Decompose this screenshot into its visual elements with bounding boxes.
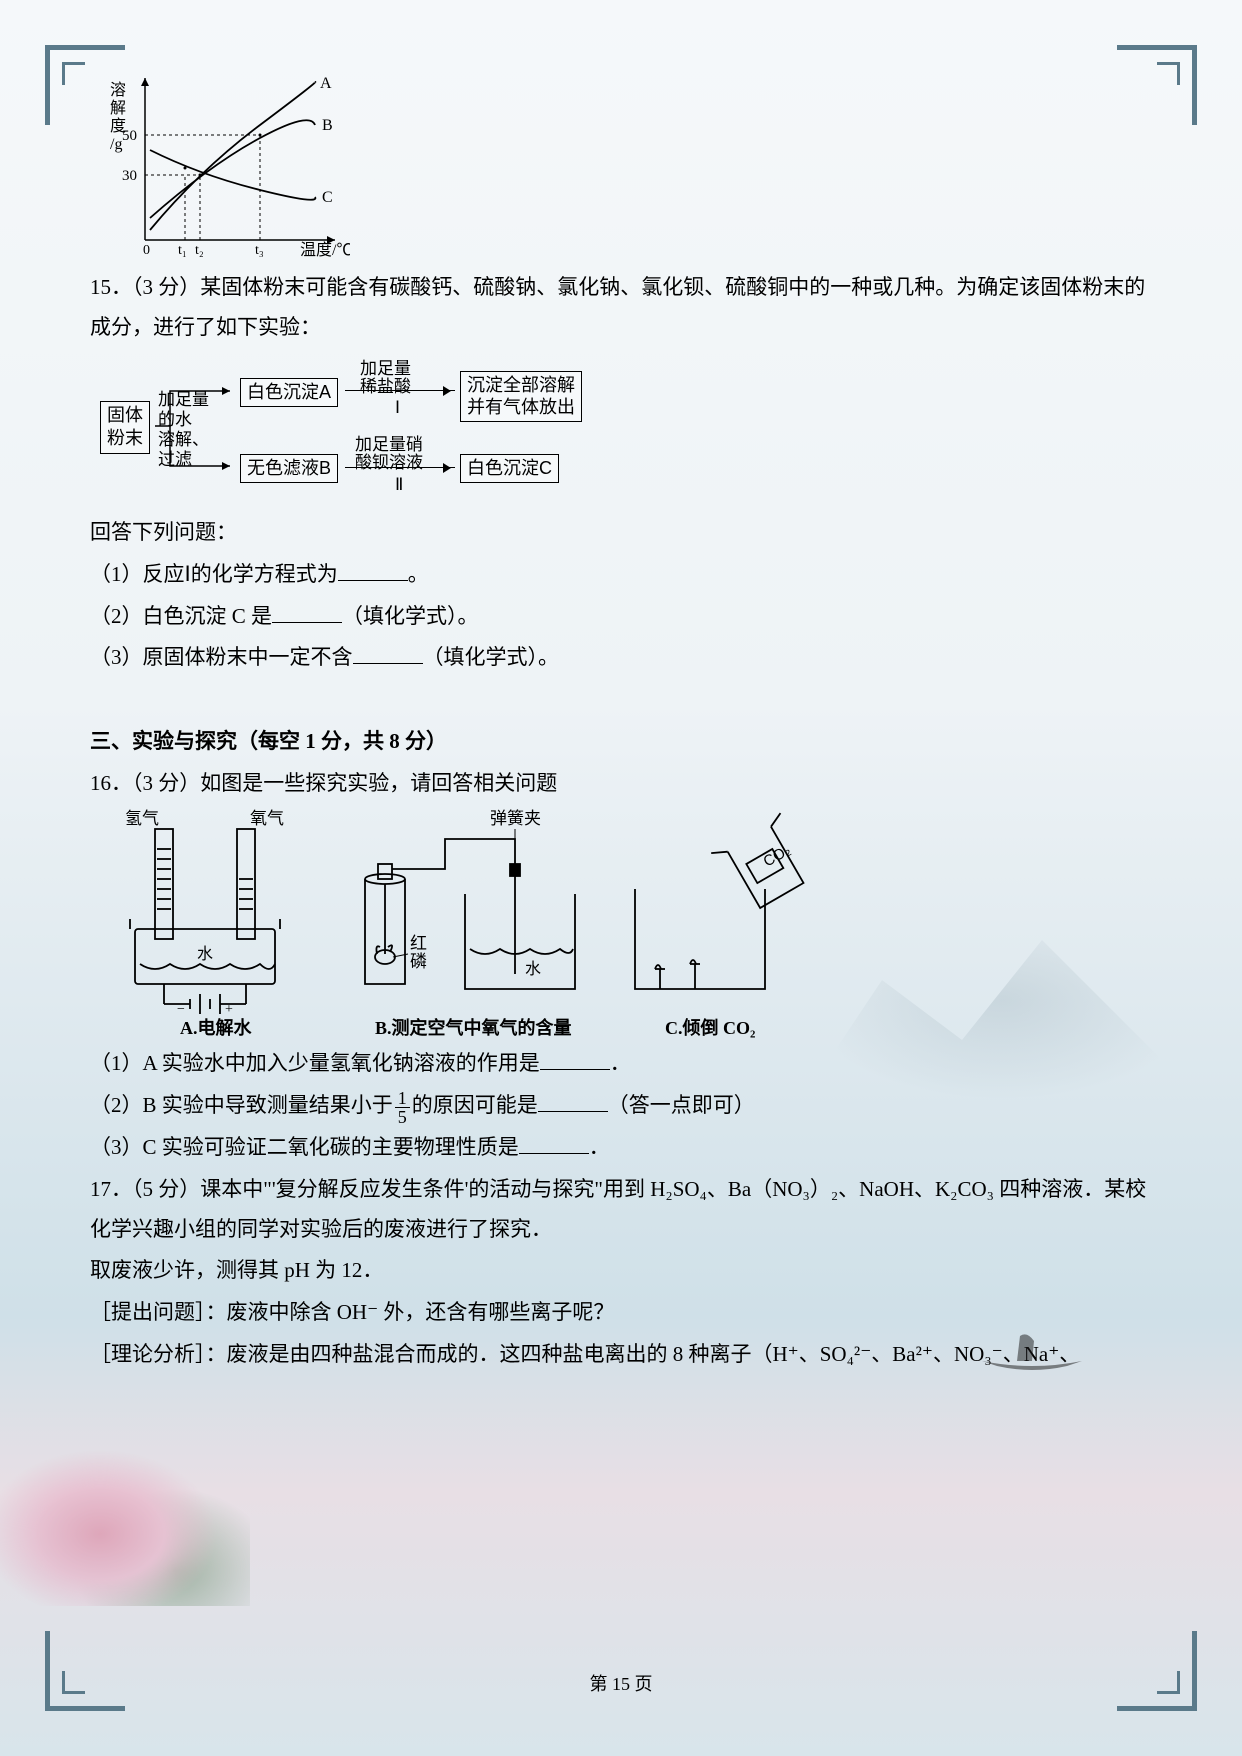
- blank: [519, 1133, 589, 1154]
- flow-result-a-bot: 并有气体放出: [467, 397, 575, 417]
- svg-text:−: −: [177, 1002, 185, 1017]
- svg-text:t₂: t₂: [195, 243, 204, 258]
- solubility-chart: 溶 解 度 /g 温度/℃ 50 30 0 t₁ t₂ t₃ A B C: [100, 70, 350, 260]
- flow-a-bot: 稀盐酸: [360, 371, 411, 403]
- q16-sub1-end: ．: [610, 1051, 631, 1075]
- svg-text:A: A: [320, 75, 332, 92]
- flow-start-bot: 粉末: [107, 428, 143, 448]
- blank: [540, 1049, 610, 1070]
- svg-text:氢气: 氢气: [125, 809, 159, 828]
- section3-title: 三、实验与探究（每空 1 分，共 8 分）: [90, 722, 1152, 762]
- flow-result-b: 白色沉淀C: [460, 454, 559, 483]
- q16-sub3-end: ．: [589, 1135, 610, 1159]
- svg-text:50: 50: [122, 128, 137, 144]
- svg-text:温度/℃: 温度/℃: [300, 241, 350, 259]
- svg-text:氧气: 氧气: [250, 809, 284, 828]
- bg-lotus-deco: [0, 1426, 250, 1606]
- q16-sub3: （3）C 实验可验证二氧化碳的主要物理性质是 ．: [90, 1128, 1152, 1168]
- svg-text:CO₂: CO₂: [761, 842, 794, 871]
- q15-sub3: （3）原固体粉末中一定不含 （填化学式）。: [90, 638, 1152, 678]
- svg-text:t₁: t₁: [178, 243, 187, 258]
- svg-text:水: 水: [525, 960, 541, 978]
- flow-result-a-top: 沉淀全部溶解: [467, 375, 575, 395]
- svg-text:溶: 溶: [110, 81, 126, 99]
- frac-num: 1: [395, 1089, 410, 1108]
- q15-sub2-end: （填化学式）。: [342, 604, 479, 628]
- flow-b-bot: 酸钡溶液: [355, 447, 423, 479]
- svg-text:/g: /g: [110, 136, 122, 153]
- q17-stem: 17．（5 分）课本中"'复分解反应发生条件'的活动与探究"用到 H₂SO₄、B…: [90, 1170, 1152, 1250]
- corner-ornament-tr: [1117, 45, 1197, 125]
- q15-sub3-text: （3）原固体粉末中一定不含: [90, 645, 353, 669]
- svg-text:C.倾倒 CO₂: C.倾倒 CO₂: [665, 1018, 755, 1038]
- svg-text:红: 红: [410, 934, 427, 953]
- svg-text:解: 解: [110, 99, 126, 117]
- bg-boat-deco: [972, 1316, 1092, 1376]
- q15-sub1: （1）反应Ⅰ的化学方程式为 。: [90, 555, 1152, 595]
- q16-sub1-text: （1）A 实验水中加入少量氢氧化钠溶液的作用是: [90, 1051, 540, 1075]
- svg-text:t₃: t₃: [255, 243, 264, 258]
- q15-answer-head: 回答下列问题：: [90, 513, 1152, 553]
- svg-text:水: 水: [197, 945, 213, 963]
- svg-text:30: 30: [122, 168, 137, 184]
- svg-text:B.测定空气中氧气的含量: B.测定空气中氧气的含量: [375, 1017, 572, 1038]
- q15-sub2: （2）白色沉淀 C 是 （填化学式）。: [90, 597, 1152, 637]
- flow-b-num: Ⅱ: [395, 469, 403, 501]
- frac-den: 5: [395, 1108, 410, 1126]
- svg-text:0: 0: [143, 243, 150, 258]
- page-number: 第 15 页: [0, 1667, 1242, 1701]
- q16-sub2a: （2）B 实验中导致测量结果小于: [90, 1093, 393, 1117]
- q16-figure: 氢气 氧气 水 − + 弹簧夹 红 磷 水: [95, 809, 835, 1039]
- flow-node-b: 无色滤液B: [240, 454, 338, 483]
- flow-a-num: Ⅰ: [395, 392, 400, 424]
- bg-mountain-deco: [802, 900, 1202, 1100]
- flow-start-top: 固体: [107, 405, 143, 425]
- svg-text:A.电解水: A.电解水: [180, 1017, 252, 1038]
- svg-text:B: B: [322, 117, 333, 134]
- q17-line2: 取废液少许，测得其 pH 为 12．: [90, 1251, 1152, 1291]
- q15-sub1-text: （1）反应Ⅰ的化学方程式为: [90, 562, 338, 586]
- q16-sub2b: 的原因可能是: [412, 1093, 538, 1117]
- fraction-1-5: 15: [395, 1089, 410, 1126]
- q15-sub3-end: （填化学式）。: [423, 645, 560, 669]
- blank: [353, 643, 423, 664]
- blank: [272, 602, 342, 623]
- svg-text:磷: 磷: [410, 952, 427, 971]
- blank: [538, 1091, 608, 1112]
- svg-text:+: +: [225, 1002, 233, 1017]
- q16-stem: 16．（3 分）如图是一些探究实验，请回答相关问题: [90, 764, 1152, 804]
- flow-node-a: 白色沉淀A: [240, 378, 338, 407]
- q16-sub2-end: （答一点即可）: [608, 1093, 755, 1117]
- q15-stem: 15．（3 分）某固体粉末可能含有碳酸钙、硫酸钠、氯化钠、氯化钡、硫酸铜中的一种…: [90, 268, 1152, 348]
- svg-text:C: C: [322, 189, 333, 206]
- q16-sub3-text: （3）C 实验可验证二氧化碳的主要物理性质是: [90, 1135, 519, 1159]
- svg-text:弹簧夹: 弹簧夹: [490, 809, 541, 828]
- q15-sub2-text: （2）白色沉淀 C 是: [90, 604, 272, 628]
- blank: [338, 560, 408, 581]
- q15-sub1-end: 。: [408, 562, 429, 586]
- q15-flowchart: 固体 粉末 加足量 的水 溶解、 过滤 白色沉淀A 无色滤液B 加足量 稀盐酸 …: [100, 356, 660, 501]
